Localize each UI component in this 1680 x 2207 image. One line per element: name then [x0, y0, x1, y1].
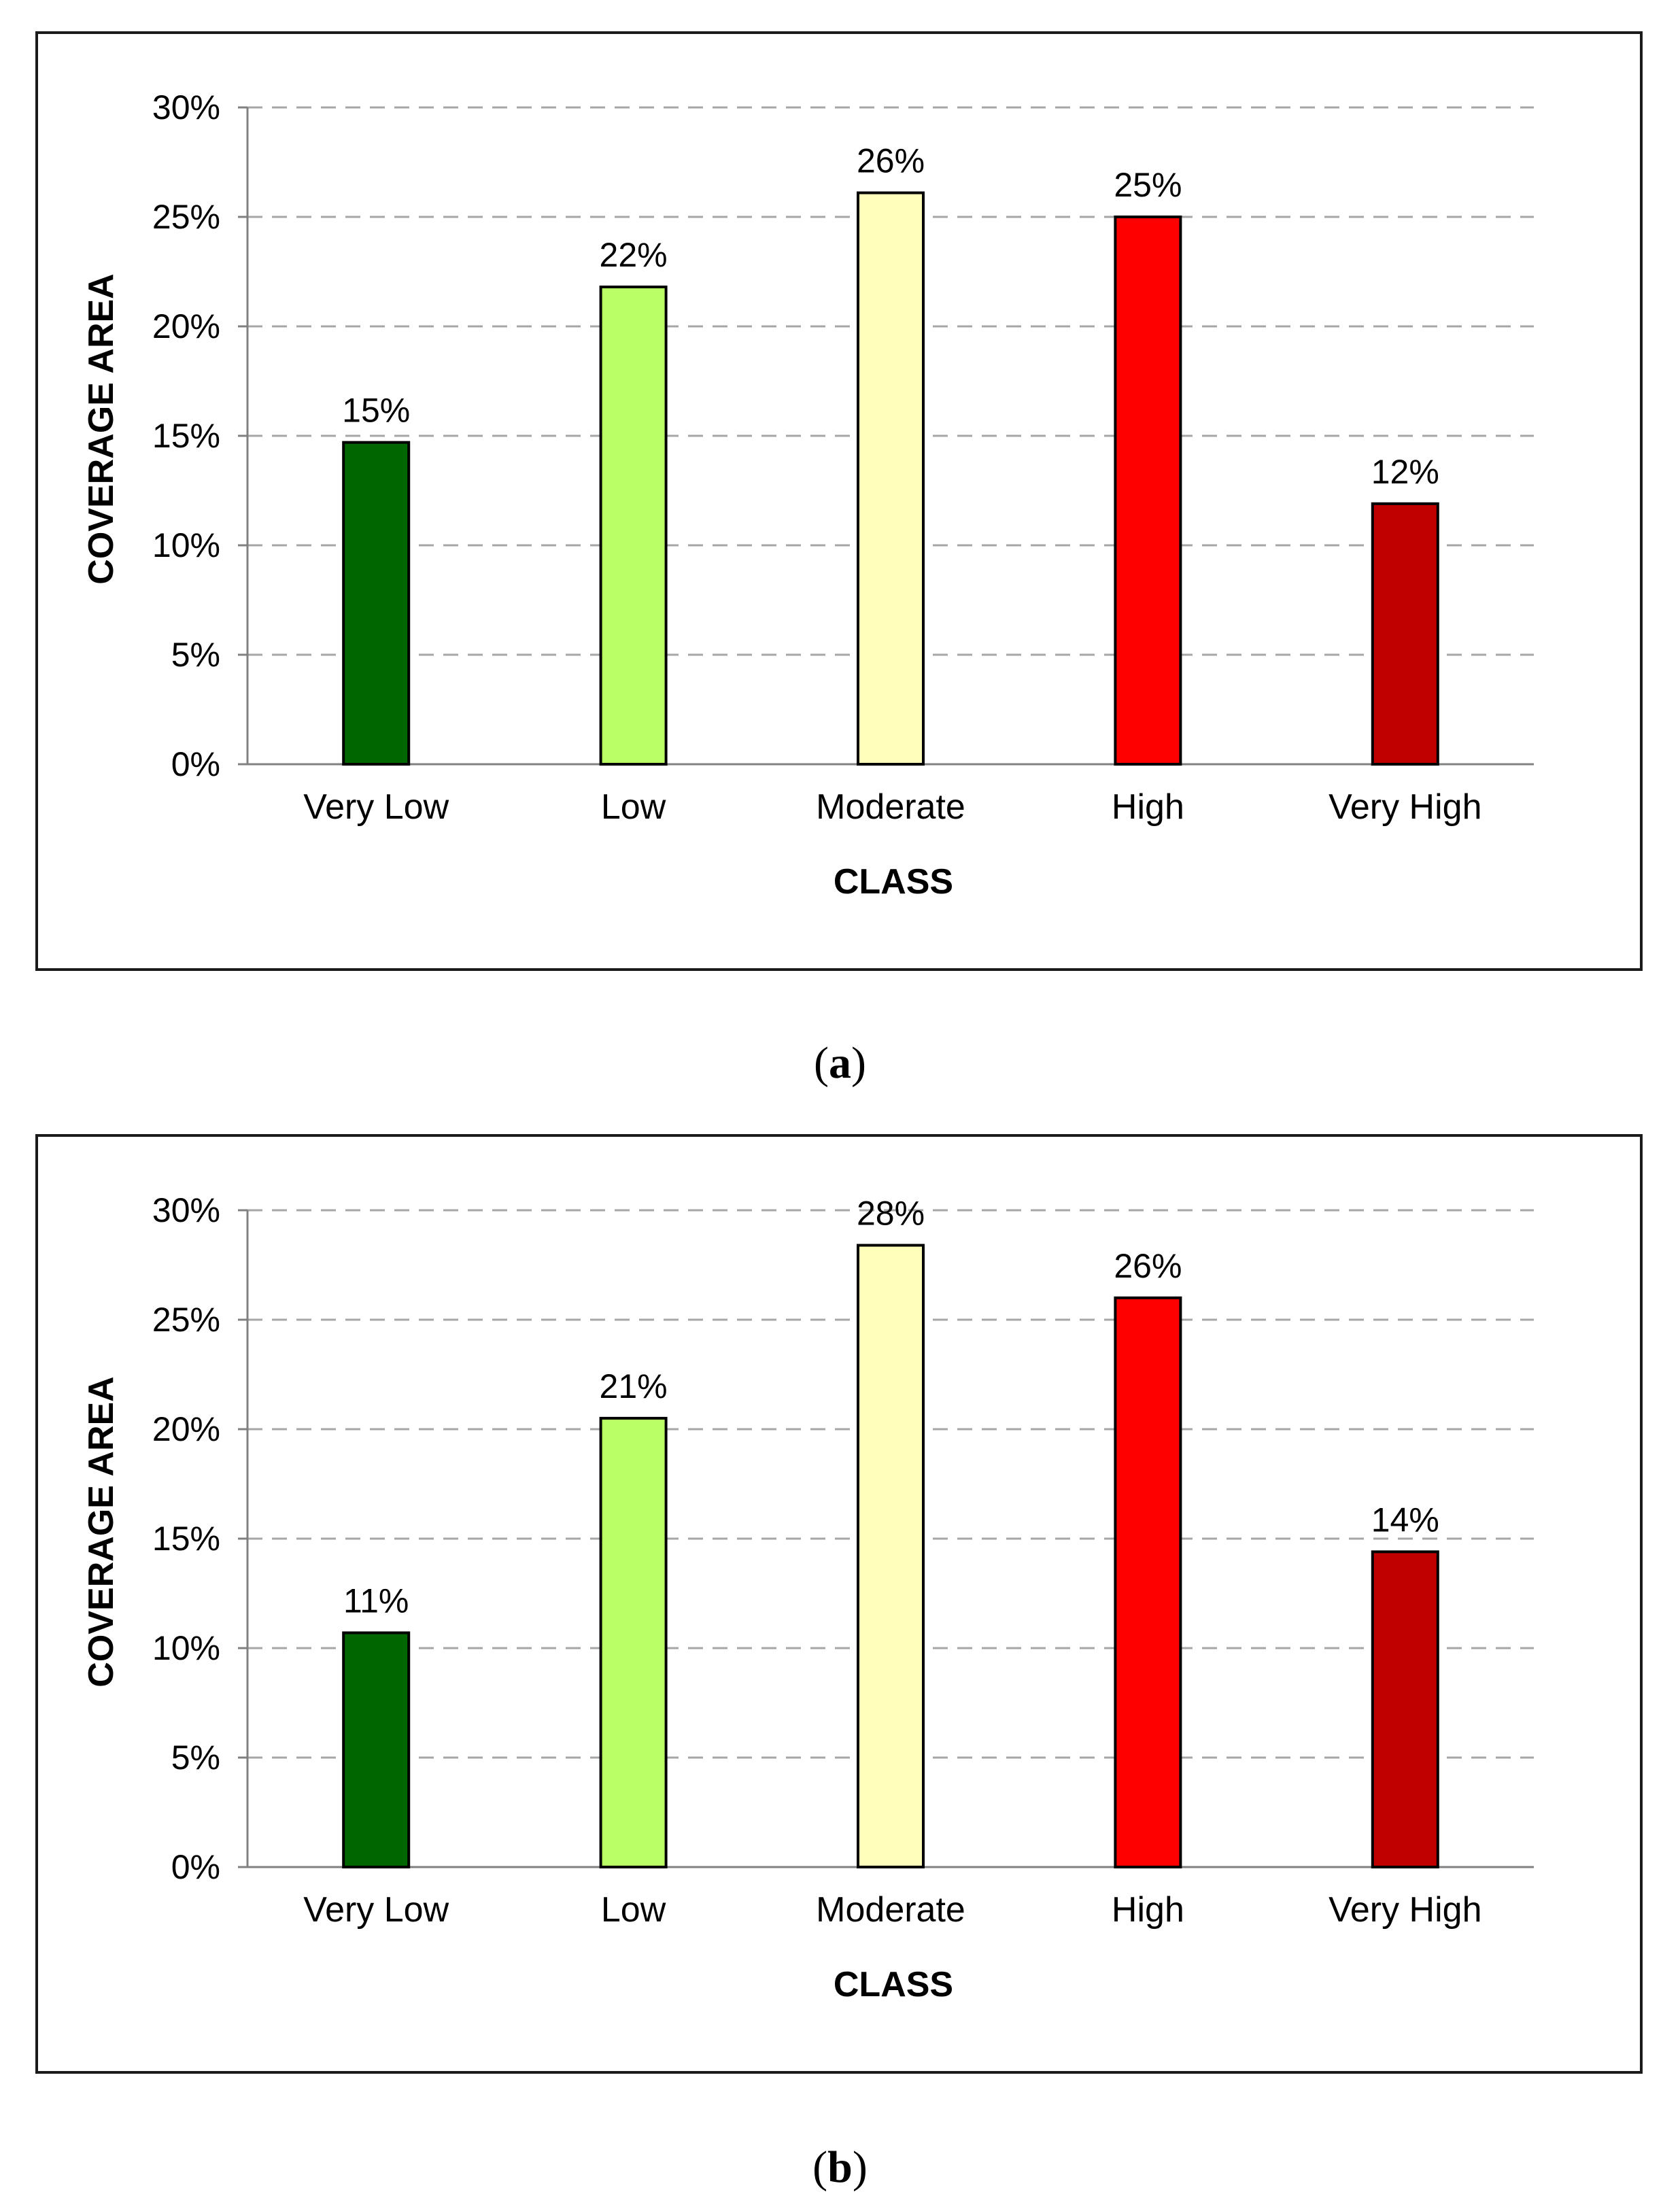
data-label: 21% — [600, 1367, 668, 1405]
caption-letter-a: a — [829, 1038, 851, 1088]
data-label: 25% — [1114, 166, 1182, 204]
y-tick-label: 0% — [171, 745, 220, 783]
x-category-label: Moderate — [816, 1890, 965, 1930]
x-category-label: Low — [601, 787, 666, 827]
x-axis-title: CLASS — [834, 1965, 953, 2004]
x-category-label: Moderate — [816, 787, 965, 827]
x-category-label: Very Low — [303, 787, 449, 827]
data-label: 12% — [1371, 453, 1439, 491]
data-label: 26% — [857, 142, 925, 180]
data-label: 28% — [857, 1195, 925, 1233]
x-axis-title: CLASS — [834, 862, 953, 902]
data-label: 22% — [600, 236, 668, 274]
y-tick-label: 0% — [171, 1848, 220, 1886]
x-category-label: Very High — [1328, 787, 1481, 827]
data-label: 11% — [343, 1581, 409, 1620]
x-category-label: Very Low — [303, 1890, 449, 1930]
bar-low — [599, 286, 668, 766]
y-tick-label: 10% — [152, 1629, 220, 1667]
data-label: 14% — [1371, 1501, 1439, 1539]
y-tick-label: 25% — [152, 1301, 220, 1339]
bar-chart-a: 0% 5% 10% 15% 20% 25% 30% 15% Very Low 22% Low 26% M… — [82, 88, 1534, 902]
y-tick-label: 20% — [152, 1410, 220, 1448]
y-tick-label: 30% — [152, 88, 220, 126]
bar-high — [1114, 216, 1182, 766]
caption-a: (a) — [814, 1038, 866, 1088]
x-category-label: Low — [601, 1890, 666, 1930]
y-tick-label: 15% — [152, 417, 220, 455]
y-axis-title: COVERAGE AREA — [82, 273, 121, 584]
bar-very-high — [1371, 1550, 1439, 1868]
x-category-label: High — [1112, 1890, 1184, 1930]
x-category-label: Very High — [1328, 1890, 1481, 1930]
y-tick-label: 15% — [152, 1520, 220, 1558]
bar-very-low — [342, 441, 411, 766]
bar-chart-b: 0% 5% 10% 15% 20% 25% 30% 11% Very Low 21% Low 28% M… — [82, 1191, 1534, 2004]
bar-very-high — [1371, 502, 1439, 766]
bar-moderate — [857, 1244, 925, 1868]
caption-b: (b) — [812, 2142, 868, 2192]
y-tick-label: 30% — [152, 1191, 220, 1229]
bar-very-low — [342, 1631, 411, 1869]
chart-panel-a: 0% 5% 10% 15% 20% 25% 30% 15% Very Low 22% Low 26% M… — [35, 31, 1643, 971]
y-tick-label: 5% — [171, 636, 220, 674]
y-tick-label: 5% — [171, 1739, 220, 1777]
data-label: 26% — [1114, 1247, 1182, 1285]
chart-panel-b: 0% 5% 10% 15% 20% 25% 30% 11% Very Low 21% Low 28% M… — [35, 1134, 1643, 2074]
y-tick-label: 20% — [152, 307, 220, 345]
x-category-label: High — [1112, 787, 1184, 827]
data-label: 15% — [342, 392, 410, 430]
bar-high — [1114, 1296, 1182, 1869]
bar-low — [599, 1416, 668, 1868]
bar-moderate — [857, 191, 925, 766]
y-tick-label: 10% — [152, 526, 220, 564]
caption-letter-b: b — [827, 2142, 853, 2192]
y-tick-label: 25% — [152, 198, 220, 236]
y-axis-title: COVERAGE AREA — [82, 1376, 121, 1687]
